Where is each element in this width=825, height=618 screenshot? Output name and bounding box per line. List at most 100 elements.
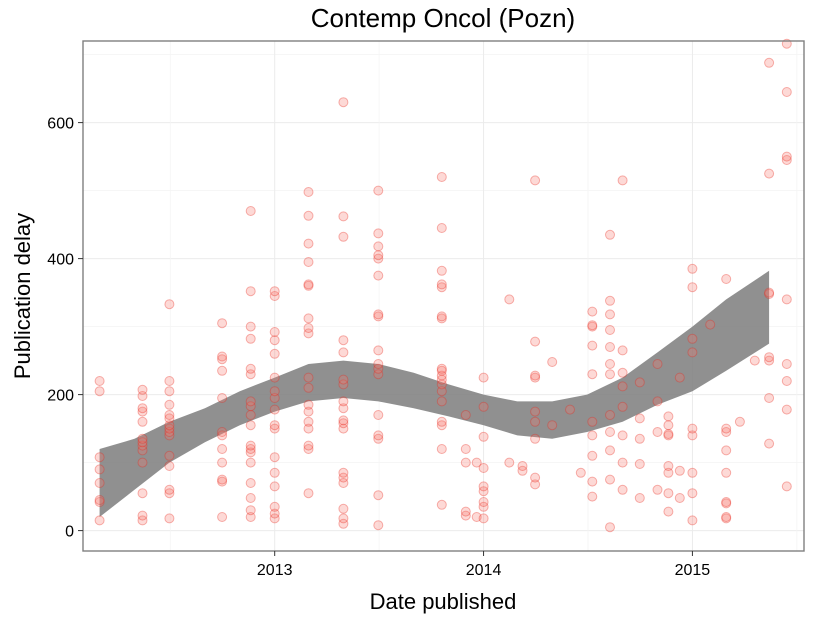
data-point <box>373 363 384 374</box>
data-point <box>478 431 489 442</box>
data-point <box>436 279 447 290</box>
data-point <box>245 444 256 454</box>
data-point <box>687 467 698 478</box>
data-point <box>663 429 674 439</box>
data-point <box>269 386 280 397</box>
data-point <box>164 488 175 499</box>
data-point <box>373 185 384 196</box>
data-point <box>373 270 384 281</box>
data-point <box>605 445 615 456</box>
data-point <box>721 445 732 456</box>
data-point <box>303 210 314 221</box>
data-point <box>373 309 384 320</box>
data-point <box>303 279 314 290</box>
data-point <box>373 253 384 264</box>
data-point <box>164 484 175 495</box>
data-point <box>436 386 447 397</box>
data-point <box>764 352 775 363</box>
data-point <box>764 168 775 179</box>
points-layer <box>94 38 792 533</box>
data-point <box>478 501 489 512</box>
data-point <box>217 365 228 376</box>
data-point <box>517 465 528 476</box>
data-point <box>436 374 447 385</box>
data-point <box>460 510 471 521</box>
data-point <box>517 461 528 471</box>
data-point <box>436 363 447 374</box>
data-point <box>687 333 698 344</box>
data-point <box>436 499 447 510</box>
data-point <box>94 386 105 397</box>
data-point <box>338 513 349 524</box>
data-point <box>634 377 645 388</box>
data-point <box>530 175 541 186</box>
data-point <box>338 211 349 222</box>
data-point <box>245 493 256 503</box>
x-axis-label: Date published <box>370 589 517 614</box>
data-point <box>565 404 575 415</box>
data-point <box>164 413 175 424</box>
data-point <box>303 382 314 393</box>
data-point <box>338 335 349 346</box>
data-point <box>245 333 256 344</box>
data-point <box>269 327 280 337</box>
data-point <box>530 370 541 381</box>
plot-frame <box>82 40 805 552</box>
data-point <box>373 369 384 380</box>
data-point <box>94 452 105 463</box>
data-point <box>94 495 105 505</box>
data-point <box>687 515 698 526</box>
data-point <box>217 351 228 362</box>
data-point <box>373 410 384 420</box>
data-point <box>478 497 489 507</box>
data-point <box>436 420 447 431</box>
data-point <box>303 488 314 499</box>
data-point <box>303 328 314 339</box>
data-point <box>373 345 384 356</box>
data-point <box>436 265 447 276</box>
data-point <box>137 515 148 526</box>
data-point <box>781 359 792 369</box>
data-point <box>652 396 663 407</box>
data-point <box>338 503 349 514</box>
data-point <box>269 467 280 478</box>
data-point <box>303 444 314 454</box>
x-tick-label: 2015 <box>675 562 711 579</box>
data-point <box>338 418 349 429</box>
data-point <box>721 427 732 437</box>
data-point <box>663 420 674 431</box>
data-point <box>436 311 447 322</box>
data-point <box>781 481 792 492</box>
data-point <box>617 175 628 186</box>
data-point <box>617 484 628 495</box>
data-point <box>245 420 256 431</box>
data-point <box>781 376 792 386</box>
data-point <box>269 423 280 434</box>
data-point <box>94 497 105 507</box>
data-point <box>460 506 471 517</box>
data-point <box>530 336 541 347</box>
data-point <box>687 282 698 293</box>
data-point <box>687 430 698 441</box>
data-point <box>764 57 775 68</box>
data-point <box>652 427 663 437</box>
data-point <box>478 463 489 473</box>
data-point <box>137 433 148 444</box>
data-point <box>164 376 175 386</box>
data-point <box>504 294 515 305</box>
data-point <box>530 472 541 483</box>
data-point <box>137 488 148 499</box>
data-point <box>137 406 148 417</box>
data-point <box>605 325 615 335</box>
data-point <box>245 447 256 458</box>
data-point <box>721 467 732 478</box>
data-point <box>721 423 732 434</box>
data-point <box>436 282 447 293</box>
data-point <box>217 427 228 437</box>
data-point <box>587 321 598 332</box>
data-point <box>605 359 615 369</box>
data-point <box>269 452 280 463</box>
data-point <box>245 478 256 488</box>
data-point <box>575 467 586 478</box>
data-point <box>605 229 615 240</box>
